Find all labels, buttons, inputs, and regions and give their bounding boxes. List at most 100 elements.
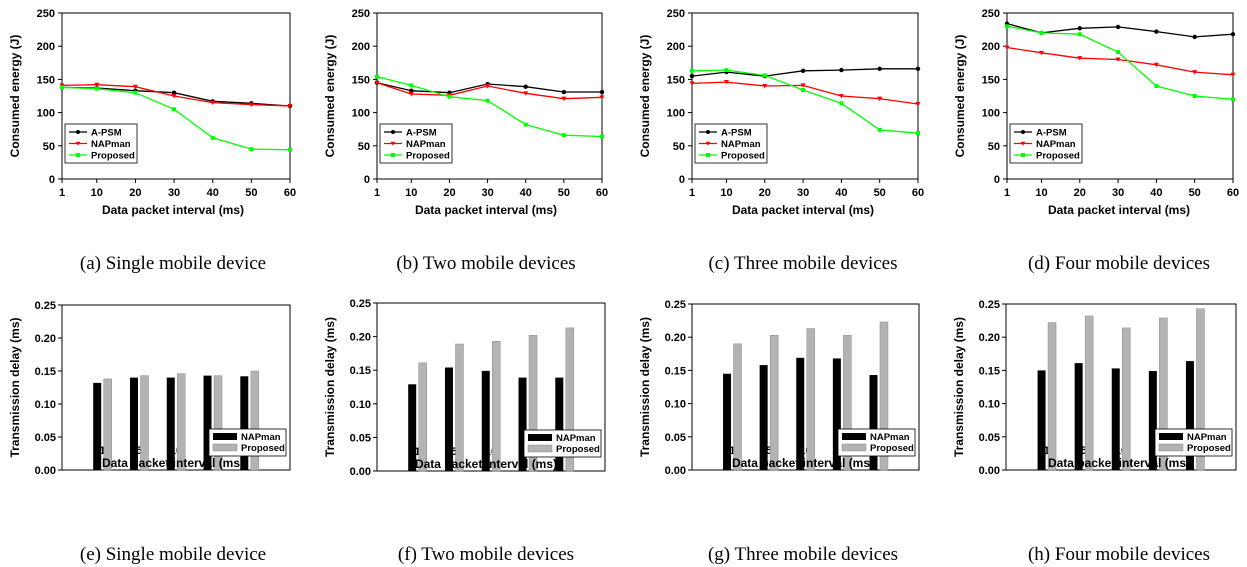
y-tick-label: 150 [982,74,1000,86]
bar-NAPman [1148,371,1157,470]
y-tick-label: 0.20 [979,332,1000,344]
data-point [1039,30,1044,35]
x-tick-label: 1 [729,445,735,457]
bar-Proposed [565,327,575,472]
data-point [1004,45,1010,51]
data-point [287,103,293,109]
x-tick-label: 1 [99,445,105,457]
legend-marker [1020,141,1026,146]
bar-Proposed [140,375,149,471]
data-point [1230,72,1236,78]
data-point [60,85,64,90]
data-point [171,94,177,99]
data-point [1115,24,1121,30]
legend-label: A-PSM [721,128,752,139]
legend-swatch [1159,433,1183,440]
y-tick-label: 200 [37,41,55,53]
legend-swatch [528,434,552,441]
bar-chart-4: 0.000.050.100.150.200.2515101520Data pac… [8,300,291,565]
y-tick-label: 0.00 [665,465,686,477]
series-line-Proposed [1006,25,1234,100]
legend-marker [1021,153,1025,157]
bar-Proposed [1196,308,1205,471]
data-point [523,122,528,127]
x-tick-label: 60 [912,187,924,199]
y-tick-label: 250 [352,8,370,20]
x-tick-label: 60 [596,187,608,199]
legend-label: A-PSM [91,128,122,139]
data-point [877,127,882,132]
bar-Proposed [418,362,427,472]
y-tick-label: 0.00 [35,465,56,477]
x-tick-label: 50 [1189,187,1201,199]
y-tick-label: 0 [364,174,370,186]
data-point [916,131,920,136]
legend-label: NAPman [91,139,131,150]
bar-NAPman [869,375,878,470]
x-tick-label: 30 [168,187,180,199]
legend-swatch [841,443,867,452]
data-point [1231,97,1235,102]
y-tick-label: 0.20 [35,333,56,345]
chart-caption: (b) Two mobile devices [396,253,575,274]
plot-frame [691,303,920,471]
y-tick-label: 150 [667,74,685,86]
data-point [375,74,379,79]
bar-NAPman [1111,368,1120,470]
legend-swatch [213,433,237,440]
y-tick-label: 50 [358,141,370,153]
bar-chart-5: 0.000.050.100.150.200.2515101520Data pac… [323,298,606,565]
bar-NAPman [1074,363,1083,470]
line-chart-3: 0 50 100 150 200 250 1 10 20 30 40 50 60 Data packet … [953,8,1239,274]
data-point [523,84,528,89]
data-point [409,88,414,93]
bar-NAPman [796,357,805,470]
data-point [915,101,921,107]
y-tick-label: 0.10 [979,399,1000,411]
data-point [1115,57,1121,62]
x-tick-label: 40 [1150,187,1162,199]
bar-NAPman [129,377,138,470]
x-tick-label: 50 [874,187,886,199]
x-tick-label: 1 [414,446,420,458]
data-point [1192,34,1197,40]
chart-caption: (c) Three mobile devices [708,253,897,274]
y-tick-label: 0 [994,174,1000,186]
x-tick-label: 5 [136,445,142,457]
x-tick-label: 30 [1112,187,1124,199]
data-point [724,68,729,73]
bar-NAPman [481,370,490,471]
data-point [839,67,844,73]
x-axis-label: Data packet interval (ms) [732,456,874,470]
data-point [1077,26,1082,31]
legend-marker [76,130,80,134]
legend-label: Proposed [721,151,765,162]
legend-marker [391,130,395,134]
y-tick-label: 250 [667,8,685,20]
legend-label: Proposed [91,151,135,162]
y-tick-label: 0.10 [35,399,56,411]
data-point [1038,50,1044,56]
legend-marker [1021,130,1025,134]
x-tick-label: 1 [59,187,65,199]
data-point [1077,32,1082,37]
legend-label: Proposed [1036,151,1080,162]
bar-Proposed [1122,327,1131,471]
chart-caption: (g) Three mobile devices [708,544,898,565]
chart-caption: (f) Two mobile devices [398,544,574,565]
x-tick-label: 10 [91,187,103,199]
x-tick-label: 60 [1227,187,1239,199]
bar-NAPman [1037,370,1046,470]
data-point [171,90,177,95]
x-tick-label: 60 [284,187,296,199]
y-axis-label: Consumed energy (J) [953,35,967,158]
line-chart-2: 0 50 100 150 200 250 1 10 20 30 40 50 60 Data packet … [638,8,924,274]
data-point [172,107,177,112]
data-point [800,83,806,88]
x-tick-label: 5 [766,445,772,457]
y-tick-label: 0.05 [665,432,686,444]
data-point [288,147,292,152]
plot-frame [691,12,919,180]
